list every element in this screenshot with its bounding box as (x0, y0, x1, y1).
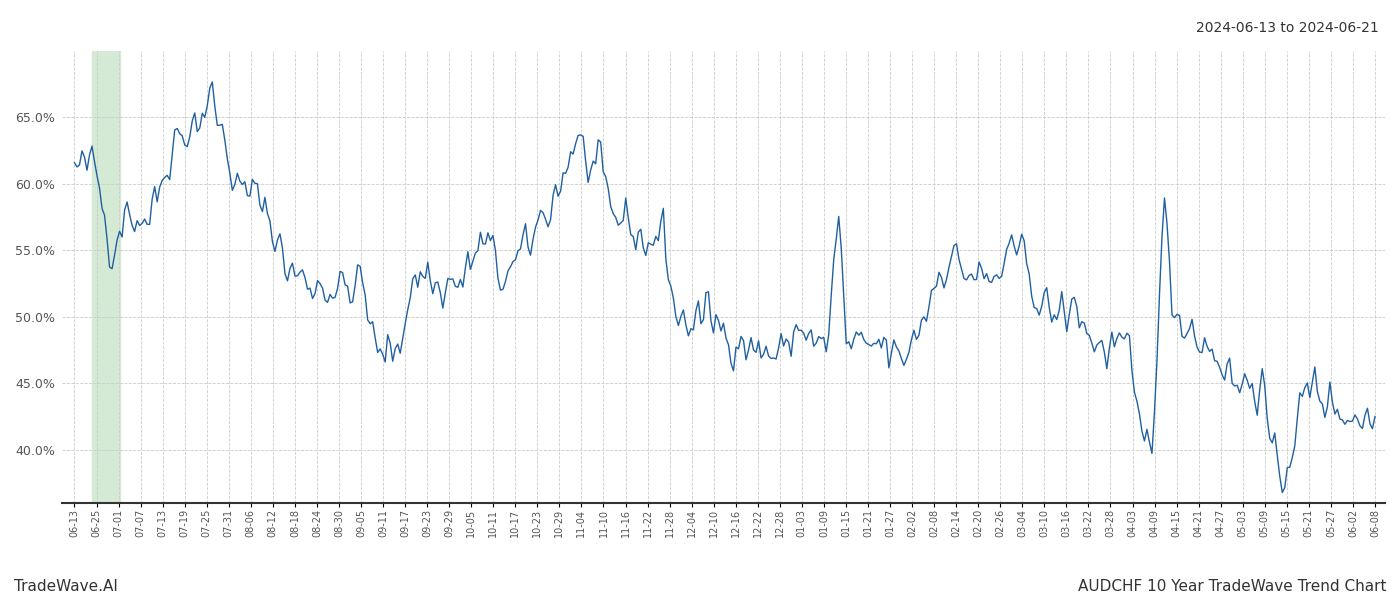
Text: TradeWave.AI: TradeWave.AI (14, 579, 118, 594)
Bar (92, 51, 119, 503)
Text: AUDCHF 10 Year TradeWave Trend Chart: AUDCHF 10 Year TradeWave Trend Chart (1078, 579, 1386, 594)
Text: 2024-06-13 to 2024-06-21: 2024-06-13 to 2024-06-21 (1196, 21, 1379, 35)
